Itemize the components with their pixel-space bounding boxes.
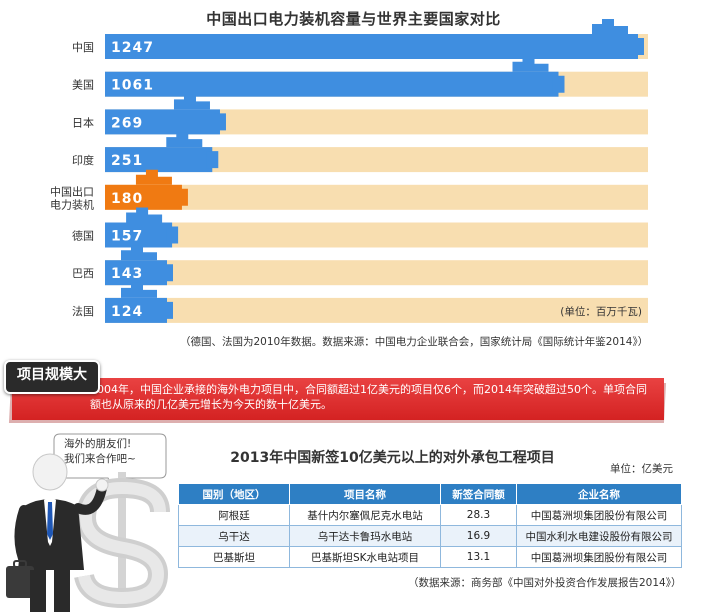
category-label: 巴西 — [72, 267, 94, 280]
table-unit: 单位：亿美元 — [610, 463, 673, 475]
bar-track — [105, 222, 648, 248]
cell-country: 巴基斯坦 — [178, 546, 290, 568]
category-label: 美国 — [72, 79, 94, 92]
bar-value-label: 124 — [111, 304, 143, 320]
mascot-illustration — [6, 433, 170, 612]
chart-title: 中国出口电力装机容量与世界主要国家对比 — [206, 10, 501, 28]
bar — [105, 222, 173, 248]
category-label: 日本 — [72, 115, 94, 129]
generator-icon — [173, 94, 226, 131]
cell-country: 乌干达 — [178, 525, 290, 547]
category-label: 中国出口 — [50, 184, 94, 198]
project-scale-badge — [4, 360, 100, 394]
bar-value-label: 157 — [111, 229, 143, 245]
cell-project: 基什内尔塞佩尼克水电站 — [289, 504, 441, 526]
cell-project: 乌干达卡鲁玛水电站 — [289, 525, 441, 547]
category-label: 法国 — [72, 304, 94, 318]
bar-track — [105, 297, 648, 323]
banner-text: 2004年，中国企业承接的海外电力项目中，合同额超过1亿美元的项目仅6个，而20… — [90, 383, 647, 411]
chart-source-note: （德国、法国为2010年数据。数据来源：中国电力企业联合会，国家统计局《国际统计… — [180, 336, 649, 348]
table-row: 巴基斯坦 巴基斯坦SK水电站项目 13.1 中国葛洲坝集团股份有限公司 — [178, 546, 682, 568]
cell-amount: 16.9 — [440, 525, 517, 547]
table-title: 2013年中国新签10亿美元以上的对外承包工程项目 — [230, 450, 555, 466]
project-scale-banner — [12, 378, 664, 420]
bar-chart: 1247 中国 1061 美国 269 日本 251 印度 180 中国出口电力装机 157 德国 14… — [50, 19, 648, 323]
bar — [105, 147, 213, 173]
table-source-note: （数据来源：商务部《中国对外投资合作发展报告2014》） — [408, 577, 682, 589]
table-header-row: 国别（地区） 项目名称 新签合同额 企业名称 — [178, 483, 682, 505]
cell-amount: 13.1 — [440, 546, 517, 568]
bar — [105, 297, 167, 323]
table-row: 乌干达 乌干达卡鲁玛水电站 16.9 中国水利水电建设股份有限公司 — [178, 525, 682, 547]
generator-icon — [121, 282, 173, 319]
bar-value-label: 1061 — [111, 78, 154, 94]
bar-track — [105, 260, 648, 286]
header-amount: 新签合同额 — [440, 483, 517, 505]
category-label: 德国 — [72, 229, 94, 243]
header-company: 企业名称 — [516, 483, 682, 505]
bubble-line-1: 海外的朋友们! — [64, 438, 132, 450]
bar-track — [105, 184, 648, 210]
cell-company: 中国葛洲坝集团股份有限公司 — [516, 546, 682, 568]
bar-value-label: 251 — [111, 153, 143, 169]
bar — [105, 260, 167, 286]
bar — [105, 184, 182, 210]
bar — [105, 34, 638, 59]
generator-icon — [135, 169, 188, 206]
generator-icon — [592, 19, 644, 55]
cell-company: 中国葛洲坝集团股份有限公司 — [516, 504, 682, 526]
bar-value-label: 180 — [111, 191, 143, 207]
bubble-line-2: 我们来合作吧~ — [64, 453, 136, 465]
bar-value-label: 1247 — [111, 40, 154, 56]
bar — [105, 71, 559, 97]
header-country: 国别（地区） — [178, 483, 290, 505]
cell-project: 巴基斯坦SK水电站项目 — [289, 546, 441, 568]
generator-icon — [121, 245, 173, 282]
category-label: 电力装机 — [50, 197, 94, 211]
speech-bubble-text: 海外的朋友们! 我们来合作吧~ — [64, 437, 159, 467]
generator-icon — [166, 132, 219, 169]
bar-value-label: 269 — [111, 115, 143, 131]
cell-country: 阿根廷 — [178, 504, 290, 526]
projects-table: 国别（地区） 项目名称 新签合同额 企业名称 阿根廷 基什内尔塞佩尼克水电站 2… — [178, 483, 682, 568]
table-row: 阿根廷 基什内尔塞佩尼克水电站 28.3 中国葛洲坝集团股份有限公司 — [178, 504, 682, 526]
bar-value-label: 143 — [111, 266, 143, 282]
chart-unit-label: (单位：百万千瓦) — [560, 305, 642, 318]
cell-amount: 28.3 — [440, 504, 517, 526]
generator-icon — [512, 56, 565, 93]
header-project: 项目名称 — [289, 483, 441, 505]
cell-company: 中国水利水电建设股份有限公司 — [516, 525, 682, 547]
bar — [105, 109, 220, 135]
category-label: 中国 — [72, 41, 94, 54]
generator-icon — [126, 207, 179, 244]
badge-label: 项目规模大 — [17, 367, 87, 383]
category-label: 印度 — [72, 153, 94, 167]
dollar-sign-icon — [74, 472, 170, 609]
businessman-figure-icon — [6, 453, 109, 612]
